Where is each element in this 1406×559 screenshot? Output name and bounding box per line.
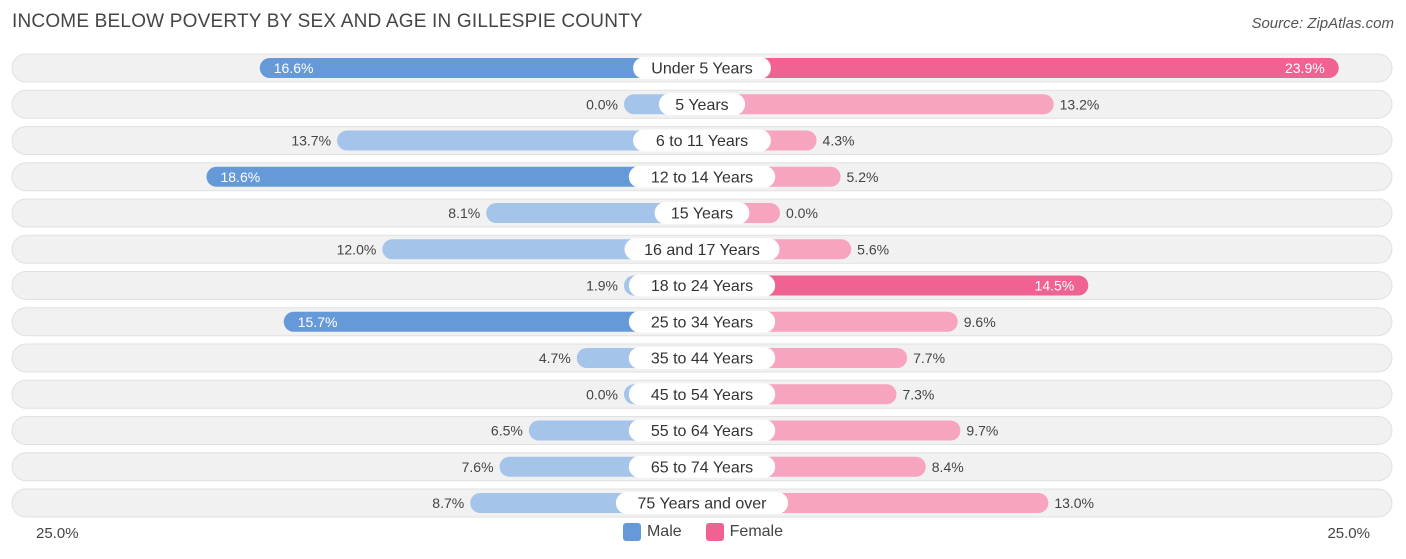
female-value-label: 14.5% [1035,278,1075,294]
category-pill [628,310,776,333]
male-bar [283,311,702,332]
female-bar [702,275,1089,296]
female-value-label: 5.6% [857,241,889,257]
category-label: 18 to 24 Years [651,278,753,295]
female-value-label: 0.0% [786,205,818,221]
poverty-chart: 16.6% 23.9% Under 5 Years 0.0% 13.2% 5 Years 1… [11,53,1393,518]
category-pill [633,57,771,79]
legend-male-label: Male [646,523,682,540]
category-label: 6 to 11 Years [656,133,748,150]
female-value-label: 5.2% [847,169,879,185]
category-pill [615,492,789,514]
female-value-label: 8.4% [932,459,964,475]
category-label: 65 to 74 Years [651,459,753,476]
category-label: 16 and 17 Years [644,242,760,259]
female-bar [702,94,1054,115]
male-bar [259,58,702,78]
female-bar [702,58,1339,78]
category-pill [658,93,746,116]
category-pill [654,202,750,224]
male-value-label: 6.5% [491,423,523,439]
category-label: 75 Years and over [638,496,768,513]
female-value-label: 13.0% [1054,495,1094,511]
male-value-label: 18.6% [220,169,260,185]
category-pill [628,274,776,297]
category-pill [628,455,776,478]
category-pill [628,419,776,442]
female-value-label: 4.3% [823,133,855,149]
legend: Male Female [0,523,1406,541]
category-pill [624,238,780,261]
female-value-label: 9.7% [966,423,998,439]
male-value-label: 0.0% [586,386,618,402]
male-value-label: 1.9% [586,278,618,294]
category-label: 15 Years [671,206,733,223]
male-bar [337,130,702,151]
category-label: 45 to 54 Years [651,387,753,404]
category-label: Under 5 Years [651,61,752,78]
category-label: 5 Years [675,97,728,114]
male-value-label: 16.6% [274,60,314,76]
male-bar [486,203,702,223]
chart-title: INCOME BELOW POVERTY BY SEX AND AGE IN G… [12,11,643,32]
male-value-label: 15.7% [298,314,338,330]
female-bar [702,493,1049,513]
axis-right-label: 25.0% [1327,525,1370,542]
male-value-label: 8.1% [448,205,480,221]
category-label: 25 to 34 Years [651,314,753,331]
category-label: 55 to 64 Years [651,423,753,440]
male-value-label: 0.0% [586,96,618,112]
male-bar [382,239,702,260]
female-value-label: 9.6% [964,314,996,330]
male-bar [206,166,702,187]
category-pill [628,165,776,188]
male-swatch [622,523,641,541]
category-pill [633,129,771,152]
male-value-label: 4.7% [539,350,571,366]
male-value-label: 12.0% [337,241,377,257]
male-value-label: 8.7% [432,495,464,511]
axis-left-label: 25.0% [36,525,79,542]
female-value-label: 7.3% [902,386,934,402]
female-value-label: 23.9% [1285,60,1325,76]
legend-item-male[interactable]: Male [622,523,682,541]
category-pill [628,383,776,406]
category-label: 35 to 44 Years [651,351,753,368]
category-label: 12 to 14 Years [651,169,753,186]
category-pill [628,347,776,369]
male-value-label: 7.6% [462,459,494,475]
male-value-label: 13.7% [291,133,331,149]
source-label: Source: ZipAtlas.com [1251,15,1394,32]
female-value-label: 13.2% [1060,96,1100,112]
legend-item-female[interactable]: Female [705,523,784,541]
female-swatch [705,523,724,541]
legend-female-label: Female [729,523,784,540]
female-value-label: 7.7% [913,350,945,366]
